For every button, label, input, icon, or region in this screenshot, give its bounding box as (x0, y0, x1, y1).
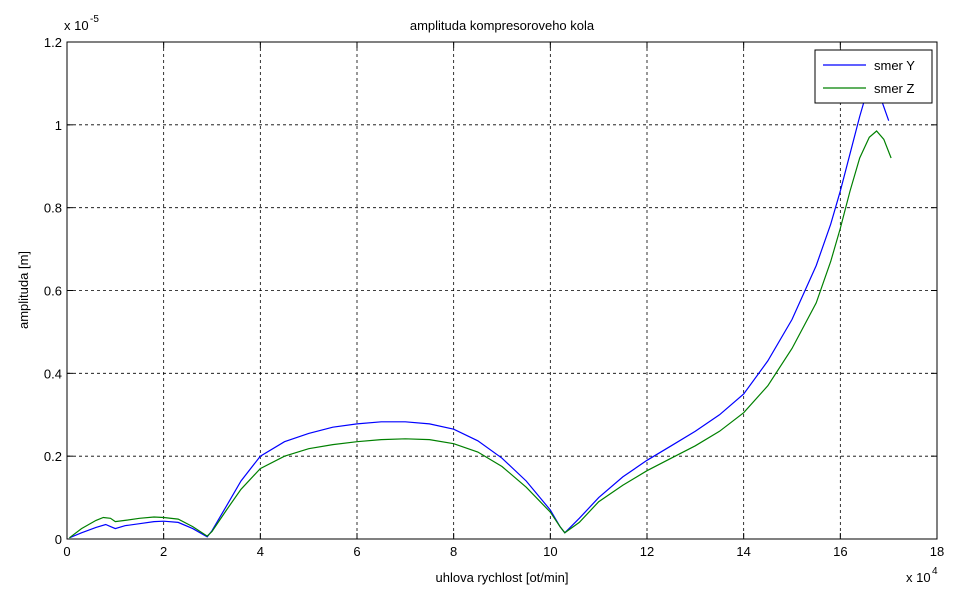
y-tick-label: 0.2 (44, 449, 62, 464)
x-multiplier-base: x 10 (906, 570, 931, 585)
y-tick-label: 1 (55, 118, 62, 133)
legend: smer Y smer Z (814, 49, 933, 104)
x-tick-label: 6 (353, 544, 360, 559)
x-multiplier: x 10 4 (906, 566, 938, 585)
x-tick-label: 4 (257, 544, 264, 559)
y-tick-label: 0 (55, 532, 62, 547)
series-line-smer-y (69, 82, 890, 539)
y-axis-label: amplituda [m] (16, 251, 31, 329)
x-tick-label: 18 (930, 544, 944, 559)
x-axis-label: uhlova rychlost [ot/min] (436, 570, 569, 585)
legend-label-smer-z: smer Z (874, 81, 915, 96)
y-multiplier-exponent: -5 (90, 14, 99, 25)
y-tick-label: 0.8 (44, 201, 62, 216)
legend-box (814, 49, 933, 104)
ticks: 0 2 4 6 8 10 12 14 16 18 0 0.2 0.4 0.6 0.8 1 1.2 (44, 35, 944, 559)
x-tick-label: 8 (450, 544, 457, 559)
x-tick-label: 2 (160, 544, 167, 559)
x-tick-label: 0 (63, 544, 70, 559)
x-tick-label: 14 (736, 544, 750, 559)
series-line-smer-z (69, 130, 892, 539)
x-tick-label: 16 (833, 544, 847, 559)
grid (67, 42, 937, 539)
x-multiplier-exponent: 4 (932, 566, 938, 577)
x-tick-label: 10 (543, 544, 557, 559)
y-multiplier-base: x 10 (64, 18, 89, 33)
y-multiplier: x 10 -5 (64, 14, 99, 33)
y-tick-label: 0.6 (44, 284, 62, 299)
series-layer (69, 82, 892, 539)
x-tick-label: 12 (640, 544, 654, 559)
y-tick-label: 0.4 (44, 366, 62, 381)
y-tick-label: 1.2 (44, 35, 62, 50)
legend-label-smer-y: smer Y (874, 58, 915, 73)
chart-title: amplituda kompresoroveho kola (410, 18, 595, 33)
